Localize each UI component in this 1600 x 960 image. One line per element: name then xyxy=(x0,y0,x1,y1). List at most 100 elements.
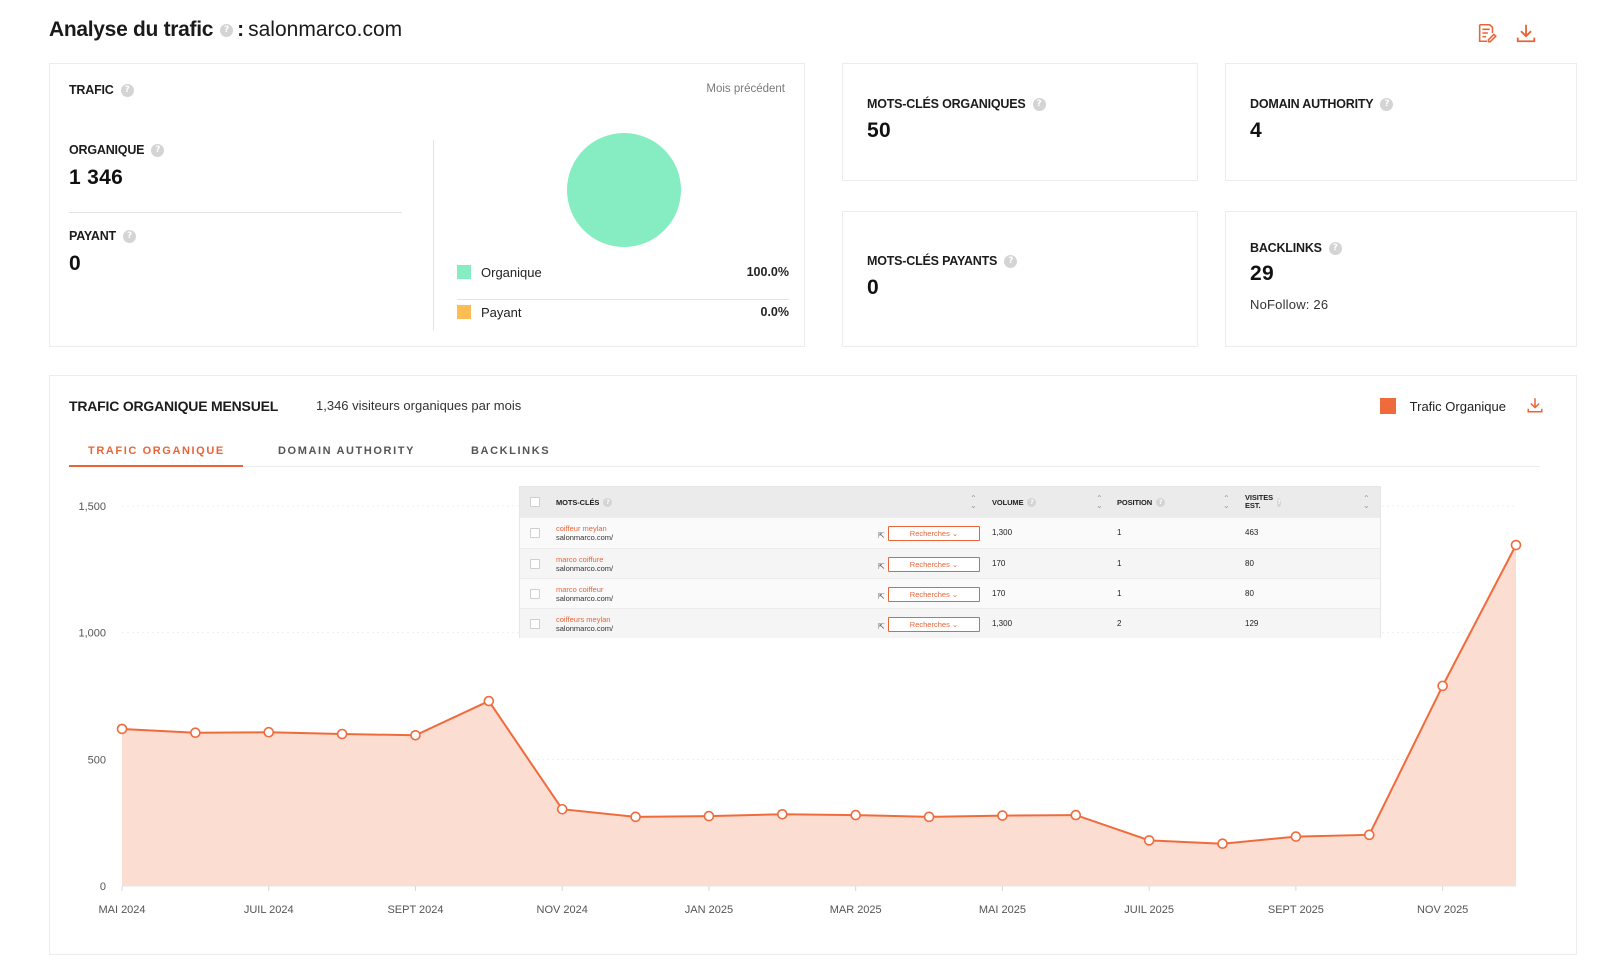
searches-dropdown-button[interactable]: Recherches ⌄ xyxy=(888,617,980,632)
data-point xyxy=(190,727,201,739)
external-link-icon[interactable]: ⇱ xyxy=(878,531,885,540)
keyword-link[interactable]: marco coiffure xyxy=(556,555,604,564)
x-tick-label: JAN 2025 xyxy=(685,904,733,916)
download-icon[interactable] xyxy=(1515,22,1537,44)
domain-authority-label-text: DOMAIN AUTHORITY xyxy=(1250,97,1374,111)
data-point xyxy=(410,729,421,741)
header-position[interactable]: POSITION ? xyxy=(1117,487,1166,517)
volume-cell: 1,300 xyxy=(992,619,1013,628)
tab-organic-traffic[interactable]: TRAFIC ORGANIQUE xyxy=(69,443,243,467)
legend-organic-swatch xyxy=(457,265,471,279)
header-position-help-icon[interactable]: ? xyxy=(1156,497,1166,507)
legend-paid: Payant 0.0% xyxy=(457,302,789,322)
keyword-link[interactable]: coiffeurs meylan xyxy=(556,615,611,624)
paid-block: PAYANT ? 0 xyxy=(69,229,136,276)
organic-value: 1 346 xyxy=(69,166,124,189)
tab-domain-authority[interactable]: DOMAIN AUTHORITY xyxy=(278,445,416,457)
paid-keywords-label-text: MOTS-CLÉS PAYANTS xyxy=(867,254,998,268)
data-point xyxy=(850,809,861,821)
y-tick-label: 1,500 xyxy=(78,501,106,513)
organic-keywords-label-text: MOTS-CLÉS ORGANIQUES xyxy=(867,97,1026,111)
position-cell: 1 xyxy=(1117,589,1122,598)
x-tick-label: SEPT 2025 xyxy=(1268,904,1324,916)
searches-dropdown-button[interactable]: Recherches ⌄ xyxy=(888,557,980,572)
select-all-checkbox[interactable] xyxy=(530,497,540,507)
searches-dropdown-button[interactable]: Recherches ⌄ xyxy=(888,587,980,602)
organic-block: ORGANIQUE ? 1 346 xyxy=(69,143,409,190)
domain-authority-help-icon[interactable]: ? xyxy=(1380,97,1394,111)
volume-cell: 1,300 xyxy=(992,528,1013,537)
header-visits-help-icon[interactable]: ? xyxy=(1277,497,1281,507)
title-help-icon[interactable]: ? xyxy=(220,23,234,37)
paid-keywords-card: MOTS-CLÉS PAYANTS ? 0 xyxy=(842,211,1198,347)
area-fill xyxy=(122,545,1516,886)
traffic-help-icon[interactable]: ? xyxy=(120,83,134,97)
row-checkbox[interactable] xyxy=(530,528,540,538)
traffic-title-text: TRAFIC xyxy=(69,83,114,97)
organic-help-icon[interactable]: ? xyxy=(151,143,165,157)
header-keyword-text: MOTS-CLÉS xyxy=(556,497,600,507)
data-point xyxy=(997,810,1008,821)
x-tick-label: NOV 2024 xyxy=(537,904,588,916)
backlinks-label: BACKLINKS ? xyxy=(1250,241,1342,255)
data-point xyxy=(1510,539,1522,551)
sort-position-icon[interactable]: ⌃ ⌄ xyxy=(1223,494,1230,510)
paid-label-text: PAYANT xyxy=(69,229,116,243)
position-cell: 1 xyxy=(1117,528,1122,537)
header-volume-text: VOLUME xyxy=(992,497,1024,507)
paid-value: 0 xyxy=(69,252,81,275)
visits-cell: 80 xyxy=(1245,559,1254,568)
searches-dropdown-button[interactable]: Recherches ⌄ xyxy=(888,526,980,541)
external-link-icon[interactable]: ⇱ xyxy=(878,592,885,601)
keyword-link[interactable]: coiffeur meylan xyxy=(556,524,607,533)
organic-keywords-help-icon[interactable]: ? xyxy=(1032,97,1046,111)
tab-backlinks[interactable]: BACKLINKS xyxy=(471,445,551,457)
keyword-url: salonmarco.com/ xyxy=(556,624,614,633)
divider xyxy=(69,212,402,213)
data-point xyxy=(923,811,935,823)
data-point xyxy=(777,809,788,820)
chart-tabs: TRAFIC ORGANIQUE DOMAIN AUTHORITY BACKLI… xyxy=(69,443,1540,467)
chart-download-icon[interactable] xyxy=(1526,396,1544,414)
data-point xyxy=(1363,829,1375,841)
external-link-icon[interactable]: ⇱ xyxy=(878,562,885,571)
data-point xyxy=(556,803,568,815)
paid-label: PAYANT ? xyxy=(69,229,136,243)
data-point xyxy=(1290,831,1302,842)
external-link-icon[interactable]: ⇱ xyxy=(878,622,885,631)
y-tick-label: 1,000 xyxy=(78,628,106,640)
keyword-table: MOTS-CLÉS ? ⌃ ⌄ VOLUME ? ⌃ ⌄ POSITION ? ⌃ ⌄… xyxy=(519,486,1381,638)
paid-keywords-value: 0 xyxy=(867,276,879,299)
volume-cell: 170 xyxy=(992,559,1006,568)
paid-keywords-help-icon[interactable]: ? xyxy=(1004,254,1018,268)
data-point xyxy=(1437,680,1448,692)
traffic-card: TRAFIC ? Mois précédent ORGANIQUE ? 1 34… xyxy=(49,63,805,347)
y-tick-label: 500 xyxy=(88,754,106,766)
position-cell: 2 xyxy=(1117,619,1122,628)
header-volume[interactable]: VOLUME ? xyxy=(992,487,1037,517)
page-title-text: Analyse du trafic xyxy=(49,18,214,41)
row-checkbox[interactable] xyxy=(530,589,540,599)
paid-help-icon[interactable]: ? xyxy=(122,229,136,243)
sort-visits-icon[interactable]: ⌃ ⌄ xyxy=(1363,494,1370,510)
x-tick-label: MAI 2024 xyxy=(98,904,145,916)
row-checkbox[interactable] xyxy=(530,559,540,569)
chart-legend[interactable]: Trafic Organique xyxy=(1379,398,1506,414)
data-point xyxy=(1143,835,1155,846)
keyword-url: salonmarco.com/ xyxy=(556,533,614,542)
table-row: coiffeur meylan salonmarco.com/ ⇱ Recher… xyxy=(520,517,1380,547)
header-keyword-help-icon[interactable]: ? xyxy=(603,497,613,507)
sort-keyword-icon[interactable]: ⌃ ⌄ xyxy=(970,494,977,510)
row-checkbox[interactable] xyxy=(530,619,540,629)
table-row: marco coiffeur salonmarco.com/ ⇱ Recherc… xyxy=(520,578,1380,608)
sort-volume-icon[interactable]: ⌃ ⌄ xyxy=(1096,494,1103,510)
header-position-text: POSITION xyxy=(1117,497,1153,507)
vertical-divider xyxy=(433,140,434,330)
header-keyword[interactable]: MOTS-CLÉS ? xyxy=(556,487,613,517)
visits-cell: 463 xyxy=(1245,528,1259,537)
header-visits[interactable]: VISITES EST. ? xyxy=(1245,487,1281,517)
header-volume-help-icon[interactable]: ? xyxy=(1027,497,1037,507)
edit-report-icon[interactable] xyxy=(1476,22,1498,44)
keyword-link[interactable]: marco coiffeur xyxy=(556,585,604,594)
backlinks-help-icon[interactable]: ? xyxy=(1328,241,1342,255)
